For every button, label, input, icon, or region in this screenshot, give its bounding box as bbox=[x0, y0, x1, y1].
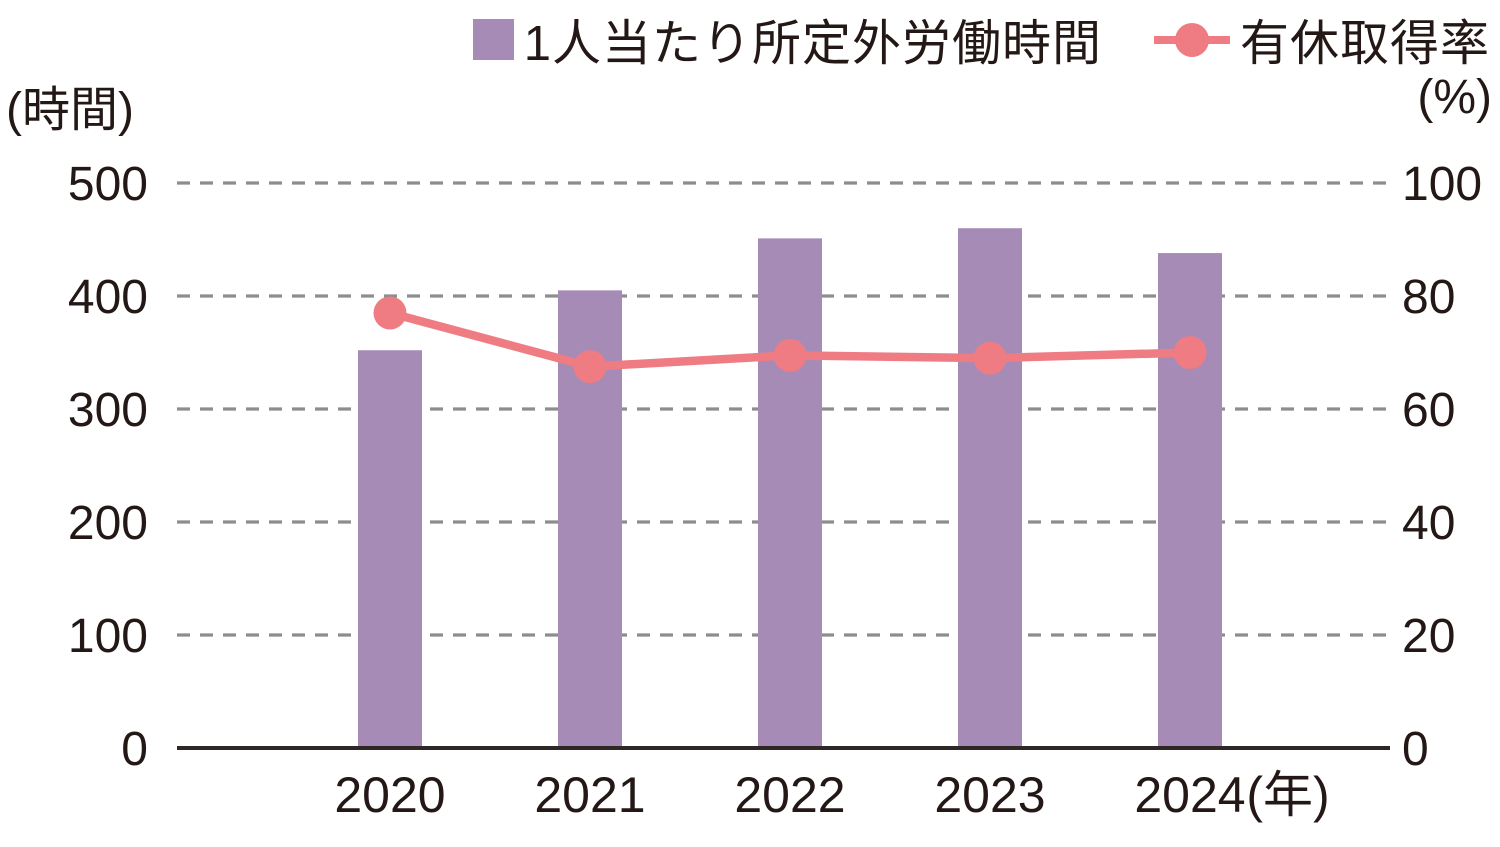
left-tick-200: 200 bbox=[68, 497, 148, 550]
right-tick-100: 100 bbox=[1402, 158, 1482, 211]
legend-label-leave-rate: 有休取得率 bbox=[1239, 17, 1490, 71]
right-tick-60: 60 bbox=[1402, 384, 1455, 437]
x-axis-unit-label: (年) bbox=[1246, 767, 1329, 823]
right-tick-20: 20 bbox=[1402, 610, 1455, 663]
rate-dot-2021 bbox=[573, 350, 607, 384]
bar-2024 bbox=[1158, 253, 1222, 748]
left-tick-0: 0 bbox=[121, 723, 148, 776]
x-label-2021: 2021 bbox=[534, 767, 645, 823]
rate-dot-2020 bbox=[373, 296, 407, 330]
bar-2023 bbox=[958, 228, 1022, 748]
right-tick-80: 80 bbox=[1402, 271, 1455, 324]
x-label-2024: 2024 bbox=[1134, 767, 1245, 823]
rate-dot-2023 bbox=[973, 341, 1007, 375]
rate-dot-2024 bbox=[1173, 336, 1207, 369]
left-tick-500: 500 bbox=[68, 158, 148, 211]
right-tick-0: 0 bbox=[1402, 723, 1429, 776]
line-series-marker bbox=[1153, 18, 1230, 62]
bar-2020 bbox=[358, 350, 422, 748]
chart-legend: 1人当たり所定外労働時間 有休取得率 bbox=[472, 4, 1490, 75]
legend-item-overtime-hours: 1人当たり所定外労働時間 bbox=[472, 4, 1102, 75]
x-label-2023: 2023 bbox=[934, 767, 1045, 823]
legend-label-overtime-hours: 1人当たり所定外労働時間 bbox=[523, 17, 1102, 71]
x-label-2022: 2022 bbox=[734, 767, 845, 823]
right-axis-unit-label: (%) bbox=[1417, 71, 1492, 124]
right-tick-40: 40 bbox=[1402, 497, 1455, 550]
x-label-2020: 2020 bbox=[334, 767, 445, 823]
left-axis-unit-label: (時間) bbox=[6, 84, 134, 137]
bar-series-swatch bbox=[472, 19, 514, 60]
legend-item-leave-rate: 有休取得率 bbox=[1153, 4, 1490, 75]
bar-2022 bbox=[758, 238, 822, 748]
left-tick-100: 100 bbox=[68, 610, 148, 663]
left-tick-300: 300 bbox=[68, 384, 148, 437]
line-marker-dot bbox=[1174, 22, 1209, 57]
rate-dot-2022 bbox=[773, 338, 807, 372]
left-tick-400: 400 bbox=[68, 271, 148, 324]
